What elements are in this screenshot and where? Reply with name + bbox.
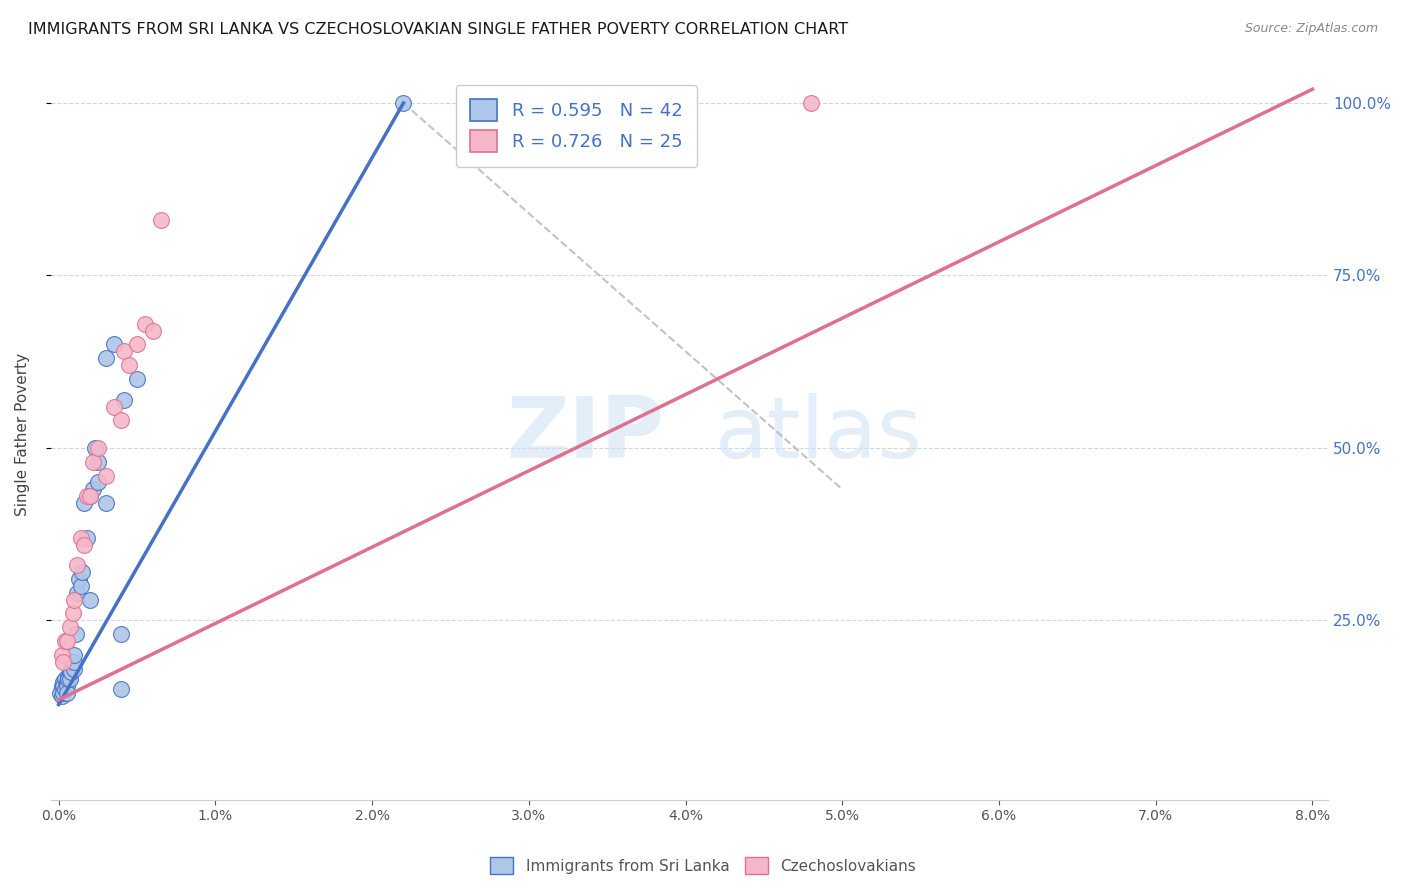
Point	[55, 686, 77, 700]
Point	[110, 627, 132, 641]
Point	[49, 686, 72, 700]
Text: Source: ZipAtlas.com: Source: ZipAtlas.com	[1244, 22, 1378, 36]
Point	[82, 483, 104, 497]
Point	[56, 668, 79, 682]
Point	[60, 655, 83, 669]
Point	[82, 455, 104, 469]
Point	[63, 648, 86, 662]
Point	[142, 324, 165, 338]
Point	[643, 95, 665, 110]
Point	[59, 672, 82, 686]
Point	[63, 655, 86, 669]
Point	[56, 672, 79, 686]
Point	[800, 95, 823, 110]
Point	[76, 489, 98, 503]
Point	[73, 496, 96, 510]
Point	[55, 634, 77, 648]
Legend: Immigrants from Sri Lanka, Czechoslovakians: Immigrants from Sri Lanka, Czechoslovaki…	[484, 851, 922, 880]
Point	[55, 675, 77, 690]
Point	[52, 675, 75, 690]
Point	[69, 579, 91, 593]
Point	[70, 565, 93, 579]
Point	[53, 672, 76, 686]
Point	[60, 665, 83, 680]
Point	[63, 662, 86, 676]
Point	[55, 679, 77, 693]
Point	[79, 489, 101, 503]
Point	[103, 337, 125, 351]
Point	[76, 531, 98, 545]
Point	[69, 531, 91, 545]
Text: ZIP: ZIP	[506, 392, 664, 475]
Point	[52, 655, 75, 669]
Point	[110, 413, 132, 427]
Point	[94, 496, 117, 510]
Point	[52, 686, 75, 700]
Point	[73, 537, 96, 551]
Point	[62, 655, 84, 669]
Point	[63, 592, 86, 607]
Point	[53, 634, 76, 648]
Point	[125, 372, 148, 386]
Point	[51, 679, 73, 693]
Legend: R = 0.595   N = 42, R = 0.726   N = 25: R = 0.595 N = 42, R = 0.726 N = 25	[456, 85, 697, 167]
Text: IMMIGRANTS FROM SRI LANKA VS CZECHOSLOVAKIAN SINGLE FATHER POVERTY CORRELATION C: IMMIGRANTS FROM SRI LANKA VS CZECHOSLOVA…	[28, 22, 848, 37]
Point	[59, 620, 82, 634]
Point	[103, 400, 125, 414]
Point	[149, 213, 172, 227]
Point	[59, 665, 82, 680]
Point	[53, 682, 76, 697]
Point	[51, 648, 73, 662]
Point	[79, 592, 101, 607]
Point	[118, 358, 141, 372]
Point	[79, 489, 101, 503]
Text: atlas: atlas	[716, 392, 922, 475]
Point	[87, 455, 110, 469]
Point	[134, 317, 156, 331]
Point	[87, 475, 110, 490]
Point	[52, 679, 75, 693]
Point	[66, 558, 89, 573]
Point	[125, 337, 148, 351]
Point	[51, 690, 73, 704]
Y-axis label: Single Father Poverty: Single Father Poverty	[15, 352, 30, 516]
Point	[392, 95, 415, 110]
Point	[67, 572, 90, 586]
Point	[110, 682, 132, 697]
Point	[94, 351, 117, 366]
Point	[62, 607, 84, 621]
Point	[114, 392, 136, 407]
Point	[65, 627, 87, 641]
Point	[114, 344, 136, 359]
Point	[87, 441, 110, 455]
Point	[66, 586, 89, 600]
Point	[94, 468, 117, 483]
Point	[83, 441, 105, 455]
